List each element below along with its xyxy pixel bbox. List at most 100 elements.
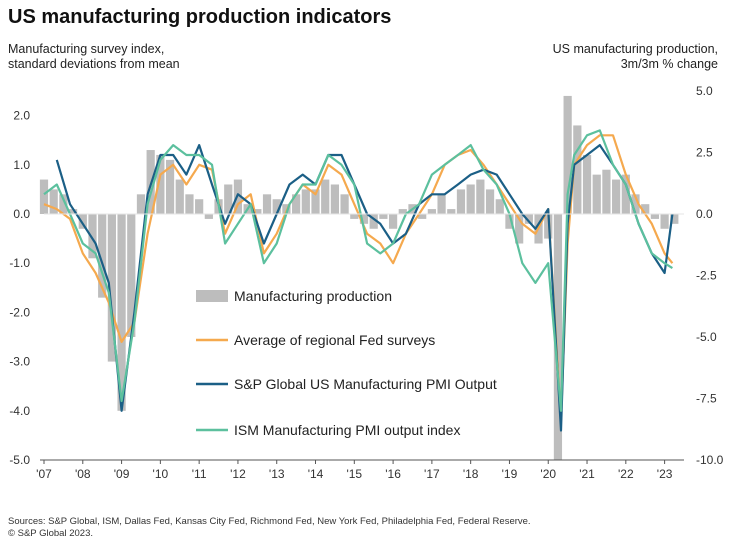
production-bar-39 [418, 214, 427, 219]
x-tick-label-14: '21 [579, 467, 595, 481]
production-bar-16 [195, 199, 204, 214]
production-bar-58 [602, 169, 611, 214]
x-tick-label-11: '18 [463, 467, 479, 481]
production-bar-47 [495, 199, 504, 214]
source-note: Sources: S&P Global, ISM, Dallas Fed, Ka… [8, 516, 531, 540]
source-sources: Sources: S&P Global, ISM, Dallas Fed, Ka… [8, 516, 531, 527]
right-tick-label-3: -2.5 [696, 269, 717, 283]
production-bar-60 [621, 174, 630, 214]
right-tick-label-6: -10.0 [696, 453, 724, 467]
production-bar-0 [39, 179, 49, 214]
production-bar-55 [573, 125, 582, 214]
legend-label-2: S&P Global US Manufacturing PMI Output [234, 376, 497, 392]
x-tick-label-0: '07 [36, 467, 52, 481]
production-bar-32 [350, 214, 359, 219]
production-bar-23 [262, 194, 272, 214]
production-bar-22 [253, 209, 262, 214]
production-bar-61 [631, 194, 640, 214]
ism-pmi-line [43, 129, 673, 412]
legend-label-3: ISM Manufacturing PMI output index [234, 422, 460, 438]
production-bar-41 [437, 194, 446, 214]
x-tick-label-1: '08 [75, 467, 91, 481]
left-axis-label-line-2: standard deviations from mean [8, 57, 180, 71]
x-tick-label-7: '14 [308, 467, 324, 481]
left-tick-label-6: -4.0 [9, 404, 30, 418]
production-bar-1 [49, 189, 58, 214]
production-bar-62 [641, 204, 650, 214]
production-bar-63 [650, 214, 660, 219]
production-bar-27 [301, 189, 310, 214]
production-bar-40 [427, 209, 436, 214]
x-tick-label-10: '17 [424, 467, 440, 481]
production-bar-44 [466, 184, 475, 214]
production-bar-4 [78, 214, 87, 229]
production-bar-10 [136, 194, 146, 214]
x-tick-label-5: '12 [230, 467, 246, 481]
legend-swatch-0 [196, 290, 228, 302]
production-bar-6 [98, 214, 107, 298]
production-bar-36 [388, 214, 398, 229]
left-axis-label-line-1: Manufacturing survey index, [8, 42, 165, 56]
x-tick-label-4: '11 [192, 467, 207, 481]
production-bar-34 [369, 214, 378, 229]
production-bar-8 [117, 214, 126, 411]
production-bar-3 [68, 209, 78, 214]
right-axis-label: US manufacturing production, 3m/3m % cha… [553, 42, 718, 72]
production-bar-28 [311, 189, 320, 214]
production-bar-53 [553, 214, 563, 460]
production-bar-50 [524, 214, 533, 224]
legend: Manufacturing production Average of regio… [196, 288, 497, 438]
x-tick-label-8: '15 [346, 467, 362, 481]
production-bar-17 [204, 214, 213, 219]
left-tick-label-7: -5.0 [9, 453, 30, 467]
left-tick-label-2: 0.0 [13, 207, 30, 221]
production-bar-14 [175, 179, 184, 214]
right-tick-label-1: 2.5 [696, 146, 713, 160]
legend-label-1: Average of regional Fed surveys [234, 332, 435, 348]
right-axis-label-line-1: US manufacturing production, [552, 42, 718, 56]
x-tick-label-9: '16 [385, 467, 401, 481]
chart-plot: 2.0 1.0 0.0 -1.0 -2.0 -3.0 -4.0 -5.0 5.0 2.5 0.0 -2… [9, 84, 723, 481]
right-tick-label-0: 5.0 [696, 84, 713, 98]
production-bars [39, 95, 679, 460]
production-bar-49 [515, 214, 524, 244]
production-bar-46 [485, 189, 495, 214]
production-bar-35 [379, 214, 388, 219]
production-bar-33 [359, 214, 369, 224]
left-axis-label: Manufacturing survey index, standard dev… [8, 42, 180, 72]
production-bar-13 [165, 159, 175, 214]
production-bar-9 [127, 214, 136, 337]
axes-layer: 2.0 1.0 0.0 -1.0 -2.0 -3.0 -4.0 -5.0 5.0 2.5 0.0 -2… [9, 84, 723, 481]
production-bar-30 [330, 184, 340, 214]
production-bar-65 [670, 214, 679, 224]
production-bar-26 [292, 194, 301, 214]
production-bar-19 [224, 184, 233, 214]
left-tick-label-0: 2.0 [13, 109, 30, 123]
left-tick-label-5: -3.0 [9, 355, 30, 369]
production-bar-24 [272, 199, 281, 214]
production-bar-56 [582, 154, 592, 214]
production-bar-29 [321, 179, 330, 214]
production-bar-5 [88, 214, 97, 259]
x-tick-label-16: '23 [657, 467, 673, 481]
right-tick-label-5: -7.5 [696, 392, 717, 406]
left-tick-label-4: -2.0 [9, 305, 30, 319]
source-copyright: © S&P Global 2023. [8, 528, 93, 539]
production-bar-2 [59, 194, 68, 214]
x-tick-label-3: '10 [153, 467, 169, 481]
production-bar-48 [505, 214, 514, 229]
production-bar-59 [612, 179, 621, 214]
x-tick-label-2: '09 [114, 467, 130, 481]
production-bar-43 [456, 189, 466, 214]
production-bar-15 [185, 194, 194, 214]
x-tick-label-15: '22 [618, 467, 634, 481]
production-bar-57 [592, 174, 601, 214]
right-tick-label-2: 0.0 [696, 207, 713, 221]
production-bar-64 [660, 214, 669, 229]
spglobal-pmi-line [55, 144, 674, 432]
production-bar-7 [107, 214, 116, 362]
production-bar-37 [398, 209, 407, 214]
x-tick-label-13: '20 [540, 467, 556, 481]
chart-title: US manufacturing production indicators [8, 6, 392, 28]
legend-label-0: Manufacturing production [234, 288, 392, 304]
